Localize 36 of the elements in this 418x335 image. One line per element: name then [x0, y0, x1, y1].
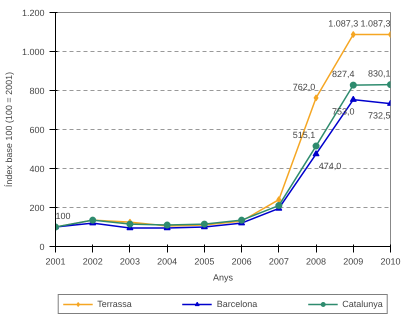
legend-label: Terrassa: [97, 299, 132, 309]
x-tick-label: 2010: [380, 256, 401, 266]
y-tick-label: 1.200: [22, 8, 45, 18]
legend-label: Catalunya: [342, 299, 383, 309]
point: [312, 150, 320, 156]
point: [350, 30, 356, 38]
x-tick-label: 2003: [120, 256, 140, 266]
y-axis-title: Índex base 100 (100 = 2001): [4, 72, 14, 188]
point: [314, 94, 319, 102]
y-tick-label: 200: [29, 203, 45, 213]
point: [350, 82, 357, 89]
point: [312, 142, 320, 150]
point: [350, 96, 357, 102]
x-tick-label: 2001: [45, 256, 66, 266]
y-tick-label: 800: [29, 86, 45, 96]
y-tick-label: 400: [29, 164, 45, 174]
x-tick-label: 2007: [268, 256, 289, 266]
y-tick-label: 0: [39, 242, 45, 252]
x-tick-label: 2004: [157, 256, 178, 266]
point: [275, 202, 282, 210]
legend-label: Barcelona: [216, 299, 258, 309]
x-tick-label: 2009: [343, 256, 364, 266]
point: [276, 196, 282, 204]
data-label: 100: [56, 211, 71, 221]
x-tick-label: 2002: [82, 256, 103, 266]
data-label: 762,0: [292, 82, 316, 92]
x-tick-label: 2005: [194, 256, 214, 266]
x-tick-label: 2006: [232, 256, 252, 266]
data-label: 827,4: [332, 69, 355, 80]
y-tick-label: 600: [29, 125, 45, 135]
x-tick-label: 2008: [306, 256, 326, 266]
x-axis-title: Anys: [212, 272, 234, 282]
data-label: 1.087,3: [328, 18, 358, 28]
y-tick-label: 1.000: [22, 47, 45, 57]
data-label: 474,0: [318, 161, 342, 172]
data-label: 830,1: [368, 68, 391, 79]
